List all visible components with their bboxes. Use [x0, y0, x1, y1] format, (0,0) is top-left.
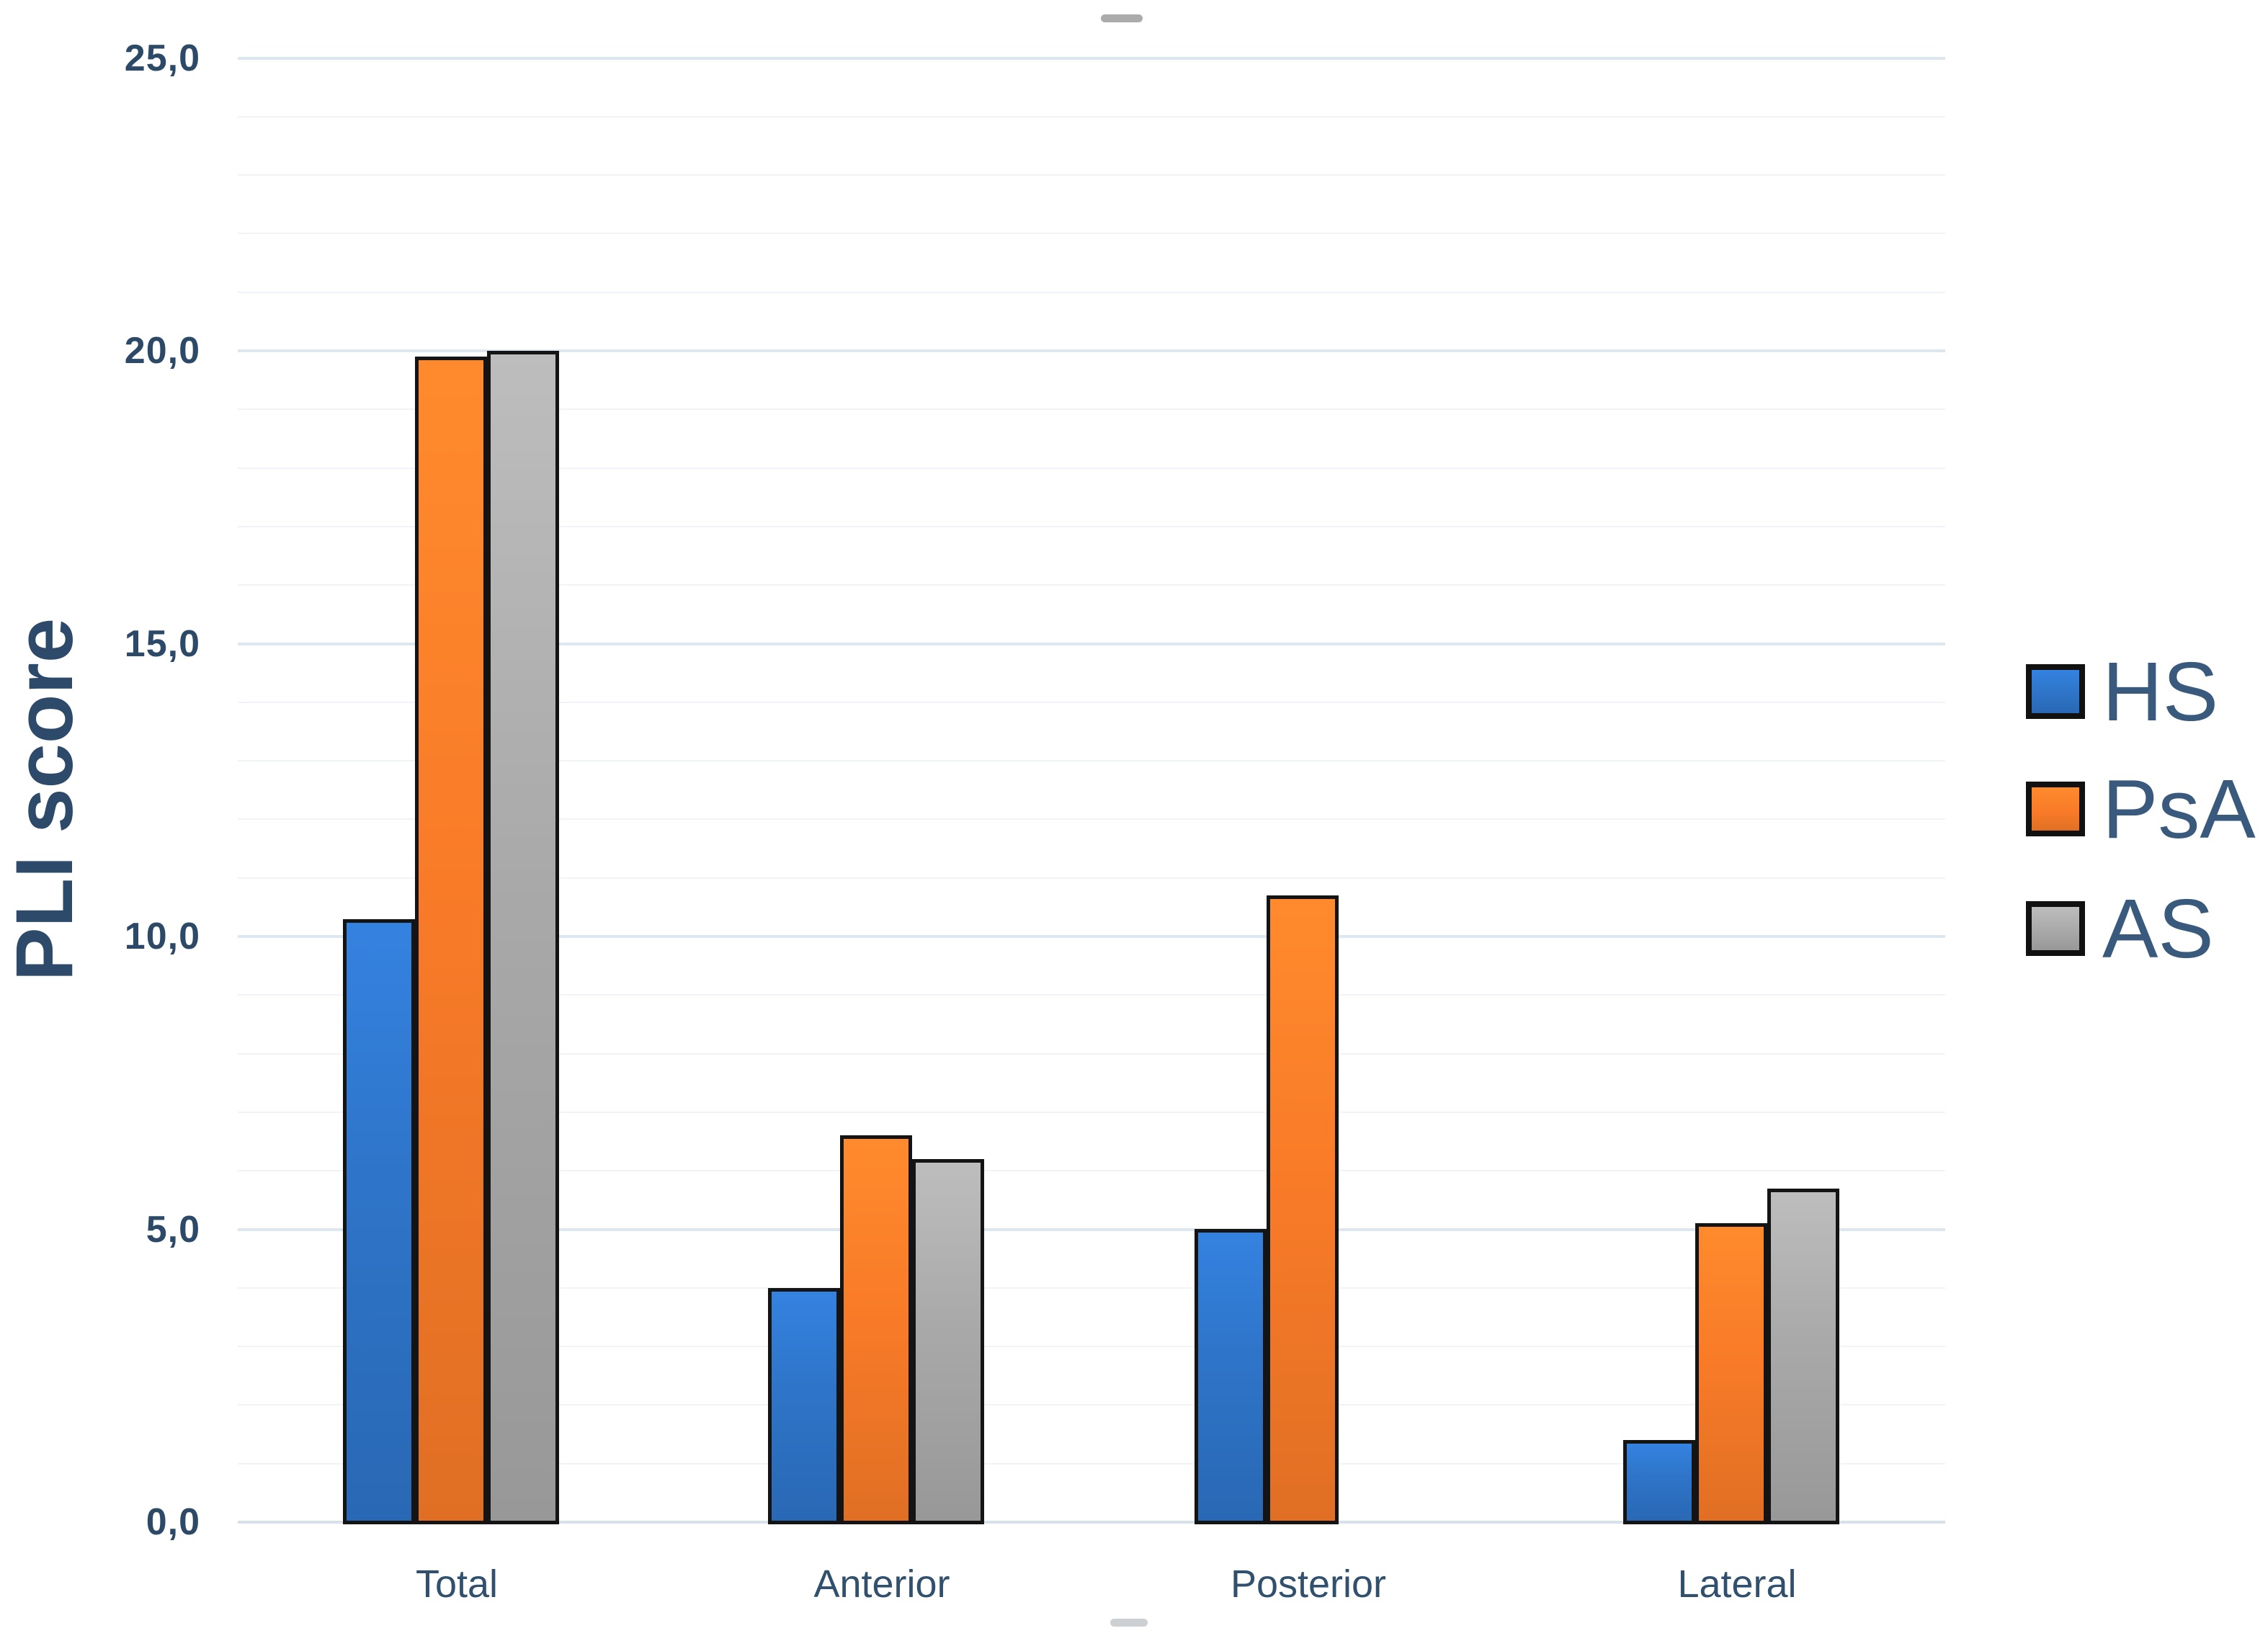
- legend-label-as: AS: [2102, 882, 2214, 975]
- bar-as-total: [487, 351, 559, 1524]
- legend-label-hs: HS: [2102, 645, 2219, 738]
- legend-item-hs: HS: [2026, 641, 2218, 742]
- gridline-minor: [238, 1404, 1945, 1406]
- bar-psa-lateral: [1695, 1223, 1767, 1524]
- bar-hs-lateral: [1623, 1440, 1695, 1524]
- bar-hs-total: [343, 919, 415, 1524]
- gridline-major: [238, 935, 1945, 938]
- gridline-minor: [238, 1111, 1945, 1113]
- legend-swatch-psa-icon: [2026, 782, 2085, 836]
- gridline-minor: [238, 525, 1945, 527]
- crop-handle-top-icon: [1101, 14, 1143, 22]
- gridline-major: [238, 349, 1945, 352]
- bar-psa-anterior: [840, 1135, 912, 1524]
- gridline-minor: [238, 818, 1945, 820]
- gridline-minor: [238, 408, 1945, 411]
- y-tick-label: 25,0: [124, 37, 200, 79]
- gridline-minor: [238, 701, 1945, 703]
- gridline-minor: [238, 1287, 1945, 1289]
- bar-psa-posterior: [1267, 895, 1339, 1524]
- gridline-minor: [238, 115, 1945, 117]
- gridline-minor: [238, 584, 1945, 586]
- y-tick-label: 15,0: [124, 622, 200, 665]
- y-axis-title: PLI score: [0, 617, 89, 982]
- bar-as-lateral: [1767, 1189, 1839, 1524]
- bar-hs-anterior: [768, 1288, 840, 1524]
- gridline-minor: [238, 1052, 1945, 1055]
- legend-item-as: AS: [2026, 878, 2214, 979]
- gridline-minor: [238, 174, 1945, 176]
- crop-handle-bottom-icon: [1110, 1619, 1148, 1627]
- legend-label-psa: PsA: [2102, 762, 2256, 856]
- bar-hs-posterior: [1195, 1229, 1267, 1524]
- x-category-label: Lateral: [1677, 1562, 1797, 1606]
- y-tick-label: 20,0: [124, 330, 200, 372]
- gridline-major: [238, 56, 1945, 60]
- gridline-minor: [238, 994, 1945, 996]
- y-tick-label: 0,0: [146, 1501, 200, 1543]
- x-category-label: Posterior: [1230, 1562, 1387, 1606]
- bar-psa-total: [415, 357, 487, 1524]
- bar-as-anterior: [912, 1159, 984, 1524]
- gridline-minor: [238, 467, 1945, 469]
- legend-swatch-hs-icon: [2026, 664, 2085, 719]
- gridline-major: [238, 642, 1945, 645]
- gridline-minor: [238, 877, 1945, 879]
- gridline-major: [238, 1228, 1945, 1231]
- legend-item-psa: PsA: [2026, 759, 2256, 859]
- x-axis-baseline: [238, 1521, 1945, 1524]
- gridline-minor: [238, 291, 1945, 293]
- x-category-label: Total: [415, 1562, 499, 1606]
- gridline-minor: [238, 760, 1945, 762]
- y-tick-label: 10,0: [124, 916, 200, 957]
- gridline-minor: [238, 233, 1945, 235]
- gridline-minor: [238, 1346, 1945, 1348]
- gridline-minor: [238, 1170, 1945, 1172]
- legend-swatch-as-icon: [2026, 901, 2085, 956]
- gridline-minor: [238, 1462, 1945, 1465]
- y-tick-label: 5,0: [146, 1208, 200, 1251]
- x-category-label: Anterior: [813, 1562, 950, 1606]
